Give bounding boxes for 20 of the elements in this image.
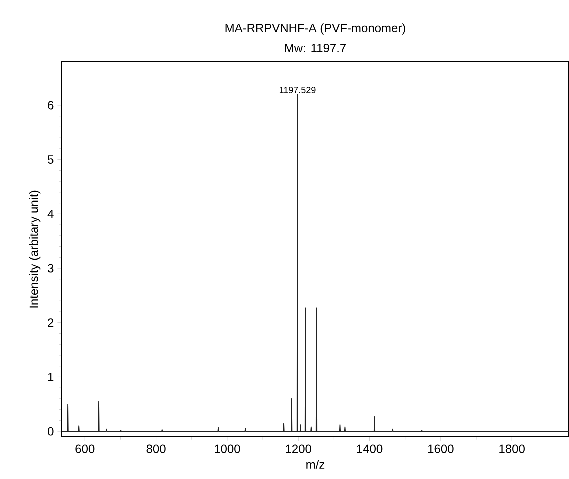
x-tick-label: 1800	[500, 444, 525, 454]
y-tick-label: 3	[48, 264, 54, 273]
chart-title: MA-RRPVNHF-A (PVF-monomer)	[226, 24, 406, 35]
line-series	[62, 94, 569, 432]
x-tick-label: 1400	[357, 444, 383, 454]
x-axis-title: m/z	[306, 460, 325, 469]
y-tick-label: 6	[48, 101, 54, 110]
y-tick-label: 5	[48, 156, 54, 164]
annotation: 1197.529	[280, 87, 316, 94]
y-tick-label: 2	[48, 318, 54, 328]
y-tick-label: 1	[48, 373, 54, 382]
x-tick-label: 800	[146, 444, 166, 454]
x-tick-label: 1000	[215, 444, 240, 454]
y-tick-label: 0	[48, 427, 54, 436]
chart-subtitle: Mw: 1197.7	[285, 44, 346, 52]
x-tick-label: 600	[76, 444, 95, 454]
y-axis-title: Intensity (arbitary unit)	[29, 190, 41, 308]
x-tick-label: 1600	[428, 444, 454, 454]
y-tick-label: 4	[48, 210, 54, 218]
x-tick-label: 1200	[286, 444, 312, 454]
